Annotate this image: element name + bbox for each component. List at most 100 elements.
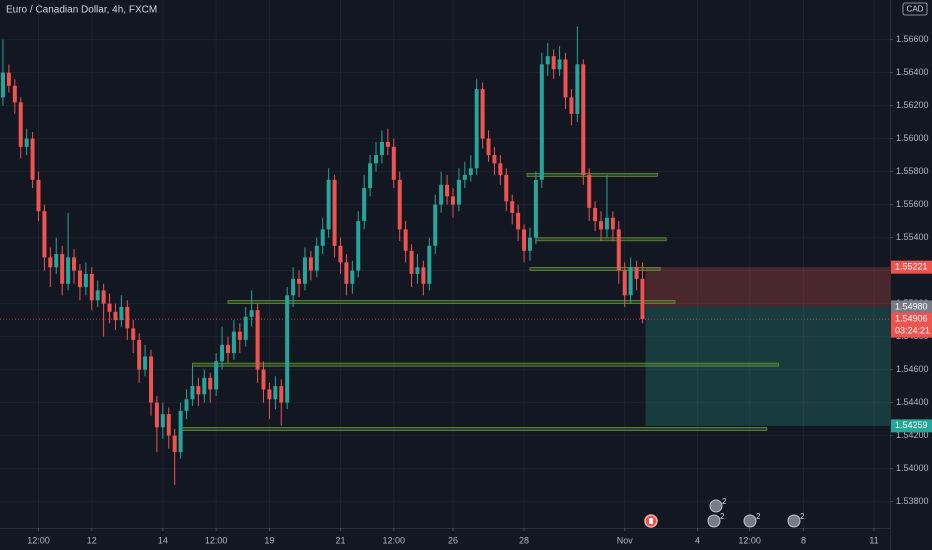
x-tick-label: 12	[87, 535, 97, 545]
candle-body	[18, 102, 23, 147]
candle-body	[12, 85, 17, 103]
event-count: 2	[722, 497, 727, 506]
support-zone	[529, 267, 661, 271]
event-count: 2	[756, 512, 761, 521]
support-zone	[526, 172, 658, 177]
y-tick-label: 1.54600	[896, 364, 929, 374]
candle-body	[208, 377, 213, 390]
candle-body	[243, 316, 248, 340]
candle-body	[604, 217, 609, 230]
candle-body	[610, 217, 615, 230]
candle-body	[160, 414, 165, 428]
candle-body	[202, 377, 207, 395]
candle-body	[456, 179, 461, 205]
candle-body	[356, 221, 361, 271]
x-tick-label: 12:00	[383, 535, 406, 545]
candle-body	[231, 331, 236, 354]
candle-body	[391, 146, 396, 180]
y-tick-label: 1.55600	[896, 199, 929, 209]
candle-body	[36, 179, 41, 212]
candle-body	[77, 270, 82, 288]
x-tick-label: 19	[264, 535, 274, 545]
x-tick-label: 12:00	[205, 535, 228, 545]
candle-body	[261, 369, 266, 390]
candle-body	[445, 184, 450, 197]
candle-body	[320, 229, 325, 246]
x-tick-label: 8	[801, 535, 806, 545]
candle-body	[427, 245, 432, 284]
event-badge	[787, 514, 801, 528]
candle-body	[551, 56, 556, 70]
candle-body	[344, 262, 349, 284]
candle-body	[178, 410, 183, 453]
candle-body	[379, 141, 384, 156]
candle-body	[30, 138, 35, 180]
candle-body	[332, 179, 337, 246]
stop-zone	[645, 267, 890, 307]
candle-body	[119, 306, 124, 321]
candle-body	[214, 361, 219, 390]
candle-body	[504, 174, 509, 202]
event-icon-glyph	[649, 518, 653, 524]
candle-body	[60, 254, 65, 284]
candle-body	[24, 138, 29, 147]
time-axis	[0, 528, 890, 550]
candle-body	[66, 257, 71, 284]
candle-body	[498, 163, 503, 175]
candle-body	[83, 273, 88, 288]
candle-body	[113, 311, 118, 321]
candle-body	[125, 306, 130, 329]
candle-body	[640, 278, 645, 320]
candle-body	[575, 64, 580, 114]
x-tick-label: 28	[519, 535, 529, 545]
candle-body	[338, 245, 343, 263]
candle-body	[415, 267, 420, 274]
candle-body	[326, 179, 331, 230]
candle-body	[107, 303, 112, 312]
candle-body	[72, 257, 77, 271]
support-zone	[227, 300, 676, 304]
candle-body	[101, 290, 106, 304]
event-badge	[707, 514, 721, 528]
x-tick-label: Nov	[617, 535, 634, 545]
candle-body	[273, 386, 278, 400]
candle-body	[362, 188, 367, 222]
candle-body	[587, 174, 592, 208]
candle-body	[54, 254, 59, 268]
candle-body	[184, 399, 189, 411]
candle-body	[421, 267, 426, 284]
candle-body	[397, 179, 402, 230]
candle-body	[403, 229, 408, 251]
candle-body	[492, 155, 497, 164]
candle-body	[0, 72, 5, 98]
y-tick-label: 1.55800	[896, 166, 929, 176]
y-tick-label: 1.55400	[896, 232, 929, 242]
candle-body	[279, 386, 284, 403]
candle-body	[154, 402, 159, 428]
candle-body	[285, 295, 290, 403]
y-tick-label: 1.56400	[896, 67, 929, 77]
entry-price-label: 1.54980	[895, 301, 928, 311]
last-price-label: 1.54906	[895, 313, 928, 323]
candle-body	[172, 435, 177, 453]
candle-body	[533, 179, 538, 238]
y-tick-label: 1.54000	[896, 463, 929, 473]
y-tick-label: 1.56200	[896, 100, 929, 110]
candle-body	[267, 389, 272, 400]
candle-body	[539, 64, 544, 180]
chart-title: Euro / Canadian Dollar, 4h, FXCM	[6, 5, 157, 16]
entry-price-label-bg	[891, 300, 932, 314]
countdown: 03:24:21	[895, 325, 930, 335]
y-tick-label: 1.56600	[896, 34, 929, 44]
x-tick-label: 26	[448, 535, 458, 545]
x-tick-label: 12:00	[27, 535, 50, 545]
candle-body	[622, 270, 627, 296]
candle-body	[302, 257, 307, 284]
event-badge	[709, 499, 723, 513]
candle-body	[516, 212, 521, 230]
currency-label: CAD	[907, 5, 924, 14]
candle-body	[196, 386, 201, 395]
y-tick-label: 1.54200	[896, 430, 929, 440]
candle-body	[297, 278, 302, 284]
candle-body	[148, 356, 153, 403]
